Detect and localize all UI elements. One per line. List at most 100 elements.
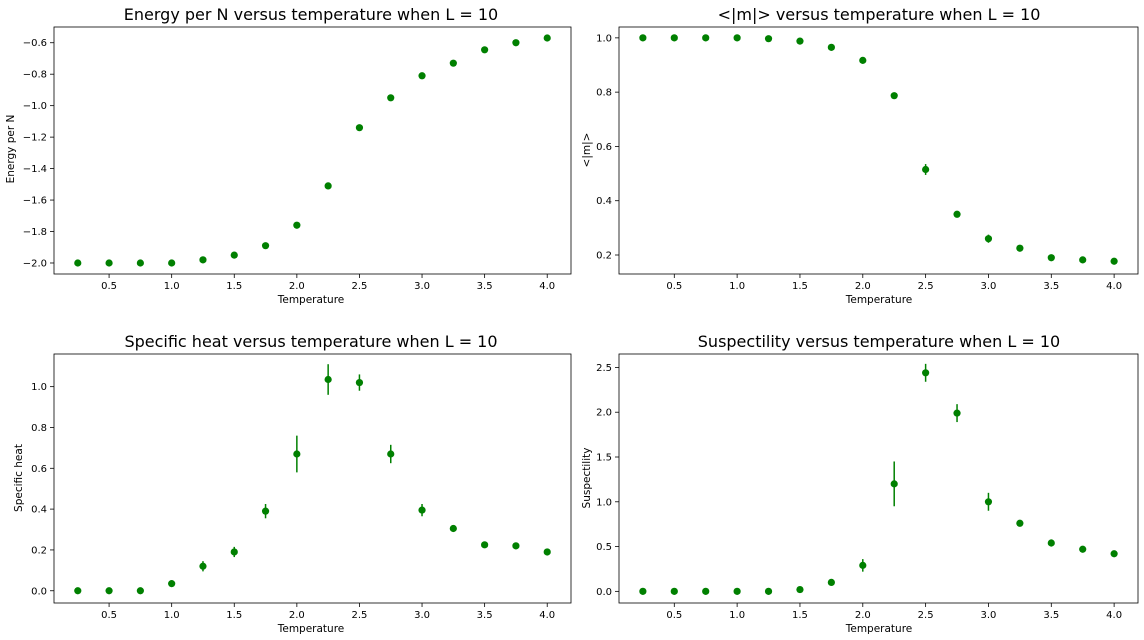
energy-ytick-label: −1.2 (23, 133, 47, 144)
magnetization-data-point (1110, 257, 1118, 265)
specific-heat-ytick-label: 0.2 (31, 545, 47, 556)
susceptibility-xtick-label: 2.5 (918, 610, 934, 621)
energy-subplot: Energy per N versus temperature when L =… (5, 5, 572, 306)
energy-data-point (512, 39, 520, 47)
specific-heat-data-point (418, 506, 426, 514)
magnetization-ytick-label: 0.8 (596, 88, 612, 99)
specific-heat-xlabel: Temperature (277, 623, 345, 635)
susceptibility-ylabel: Suspectility (581, 448, 593, 509)
energy-ytick-label: −1.4 (23, 164, 47, 175)
specific-heat-ytick-label: 0.4 (31, 505, 47, 516)
magnetization-ylabel: <|m|> (581, 133, 593, 168)
susceptibility-data-point (639, 587, 647, 595)
energy-data-point (261, 242, 270, 250)
susceptibility-data-point (1016, 519, 1024, 527)
susceptibility-subplot: Suspectility versus temperature when L =… (581, 332, 1139, 635)
specific-heat-data-point (324, 375, 332, 384)
magnetization-data-point (670, 34, 678, 42)
energy-ytick-label: −0.8 (23, 70, 47, 81)
energy-xtick-label: 3.0 (414, 281, 430, 292)
magnetization-xtick-label: 2.5 (918, 281, 934, 292)
magnetization-data-point (984, 235, 993, 243)
specific-heat-data-point (481, 541, 489, 549)
specific-heat-data-point (105, 587, 113, 595)
energy-data-point (199, 256, 207, 264)
susceptibility-xtick-label: 3.5 (1043, 610, 1059, 621)
susceptibility-ytick-label: 0.0 (596, 587, 612, 598)
magnetization-ytick-label: 0.2 (596, 251, 612, 262)
energy-data-point (230, 251, 238, 259)
energy-xtick-label: 1.5 (226, 281, 242, 292)
susceptibility-data-point (733, 587, 741, 595)
magnetization-data-point (639, 34, 647, 42)
susceptibility-ytick-label: 1.5 (596, 453, 612, 464)
energy-xtick-label: 2.0 (289, 281, 305, 292)
magnetization-xtick-label: 0.5 (666, 281, 682, 292)
magnetization-data-point (1047, 254, 1055, 262)
energy-data-point (355, 124, 364, 132)
magnetization-data-point (733, 34, 741, 42)
magnetization-data-point (764, 35, 773, 43)
specific-heat-data-point (293, 450, 301, 458)
energy-axes-frame (53, 26, 572, 275)
specific-heat-subplot: Specific heat versus temperature when L … (13, 332, 572, 635)
susceptibility-data-point (827, 578, 835, 586)
specific-heat-data-point (387, 450, 395, 458)
specific-heat-data-point (74, 587, 82, 595)
magnetization-data-point (1079, 256, 1087, 264)
susceptibility-ytick-label: 1.0 (596, 497, 612, 508)
energy-ytick-label: −0.6 (23, 38, 47, 49)
specific-heat-xtick-label: 3.0 (414, 610, 430, 621)
energy-xtick-label: 4.0 (539, 281, 555, 292)
magnetization-title: <|m|> versus temperature when L = 10 (718, 5, 1041, 24)
energy-data-point (543, 34, 551, 42)
magnetization-ytick-label: 0.4 (596, 196, 612, 207)
energy-xtick-label: 3.5 (477, 281, 493, 292)
magnetization-ytick-label: 1.0 (596, 33, 612, 44)
energy-xtick-label: 0.5 (101, 281, 117, 292)
susceptibility-xtick-label: 1.0 (729, 610, 745, 621)
specific-heat-data-point (199, 562, 207, 570)
specific-heat-ytick-label: 0.0 (31, 586, 47, 597)
specific-heat-ytick-label: 1.0 (31, 382, 47, 393)
magnetization-xtick-label: 1.0 (729, 281, 745, 292)
energy-data-point (293, 221, 301, 229)
susceptibility-xtick-label: 3.0 (981, 610, 997, 621)
magnetization-data-point (859, 56, 867, 64)
magnetization-xlabel: Temperature (845, 294, 913, 306)
susceptibility-axes-frame (618, 353, 1139, 604)
energy-xlabel: Temperature (277, 294, 345, 306)
magnetization-data-point (702, 34, 710, 42)
energy-data-point (481, 46, 489, 54)
energy-data-point (387, 94, 395, 102)
susceptibility-data-point (922, 369, 930, 377)
specific-heat-xtick-label: 2.0 (289, 610, 305, 621)
susceptibility-data-point (953, 409, 961, 417)
susceptibility-ytick-label: 0.5 (596, 542, 612, 553)
specific-heat-data-point (168, 580, 176, 588)
susceptibility-data-point (796, 585, 804, 594)
susceptibility-ytick-label: 2.0 (596, 408, 612, 419)
susceptibility-data-point (1110, 550, 1118, 558)
specific-heat-xtick-label: 0.5 (101, 610, 117, 621)
susceptibility-xtick-label: 1.5 (792, 610, 808, 621)
susceptibility-title: Suspectility versus temperature when L =… (698, 332, 1060, 351)
energy-data-point (105, 259, 113, 267)
energy-ylabel: Energy per N (5, 115, 17, 184)
specific-heat-data-point (136, 587, 144, 595)
susceptibility-data-point (764, 587, 773, 595)
specific-heat-xtick-label: 1.0 (164, 610, 180, 621)
susceptibility-data-point (1079, 545, 1087, 553)
magnetization-xtick-label: 2.0 (855, 281, 871, 292)
energy-data-point (74, 259, 82, 267)
magnetization-ytick-label: 0.6 (596, 142, 612, 153)
energy-xtick-label: 1.0 (164, 281, 180, 292)
susceptibility-xtick-label: 4.0 (1106, 610, 1122, 621)
susceptibility-data-point (670, 587, 678, 595)
energy-data-point (168, 259, 176, 267)
susceptibility-data-point (1047, 539, 1055, 547)
magnetization-xtick-label: 3.0 (981, 281, 997, 292)
specific-heat-xtick-label: 3.5 (477, 610, 493, 621)
